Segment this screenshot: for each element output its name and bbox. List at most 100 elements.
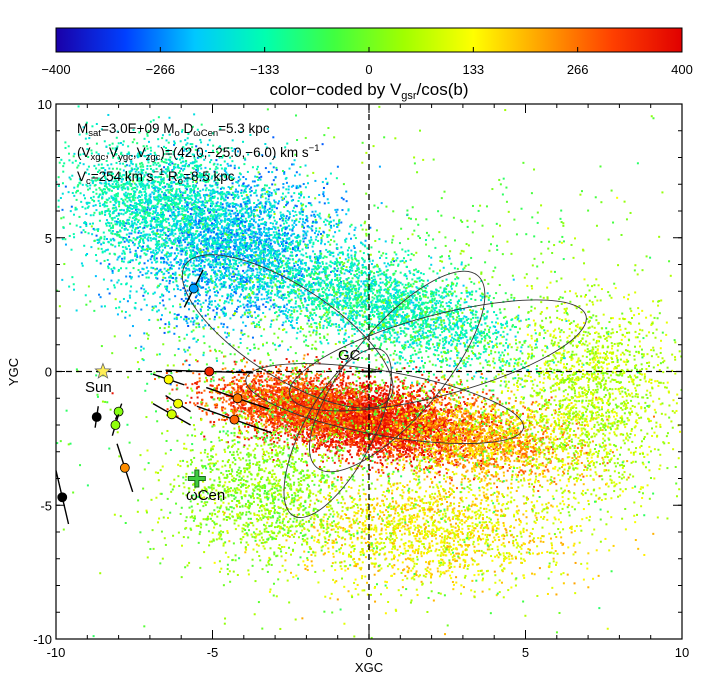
scatter-point xyxy=(298,173,301,176)
scatter-point xyxy=(176,313,179,316)
scatter-point xyxy=(105,219,108,222)
scatter-point xyxy=(194,233,197,236)
scatter-point xyxy=(146,214,149,217)
scatter-point xyxy=(152,204,155,207)
scatter-point xyxy=(160,180,163,183)
scatter-point xyxy=(269,242,272,245)
scatter-point xyxy=(179,227,182,230)
scatter-point xyxy=(178,245,181,248)
scatter-point xyxy=(179,224,182,227)
scatter-point xyxy=(197,227,200,230)
scatter-point xyxy=(295,214,298,217)
scatter-point xyxy=(190,264,193,267)
scatter-point xyxy=(207,239,210,242)
scatter-point xyxy=(163,186,166,189)
scatter-point xyxy=(122,260,125,263)
scatter-point xyxy=(241,207,244,210)
scatter-point xyxy=(117,212,120,215)
scatter-point xyxy=(187,274,190,277)
scatter-point xyxy=(268,271,271,274)
scatter-point xyxy=(234,240,237,243)
scatter-point xyxy=(243,311,246,314)
scatter-point xyxy=(190,254,193,257)
scatter-point xyxy=(186,201,189,204)
scatter-point xyxy=(293,276,296,279)
scatter-point xyxy=(193,252,196,255)
scatter-point xyxy=(79,192,82,195)
scatter-point xyxy=(167,258,170,261)
scatter-point xyxy=(226,196,229,199)
scatter-point xyxy=(284,228,287,231)
scatter-point xyxy=(186,196,189,199)
scatter-point xyxy=(170,267,173,270)
scatter-point xyxy=(113,286,116,289)
scatter-point xyxy=(154,273,157,276)
scatter-point xyxy=(224,261,227,264)
scatter-point xyxy=(118,255,121,258)
scatter-point xyxy=(207,258,210,261)
scatter-point xyxy=(190,252,193,255)
scatter-point xyxy=(71,276,74,279)
scatter-point xyxy=(201,255,204,258)
scatter-point xyxy=(227,164,230,167)
scatter-point xyxy=(299,217,302,220)
scatter-point xyxy=(191,281,194,284)
scatter-point xyxy=(200,214,203,217)
scatter-point xyxy=(192,191,195,194)
scatter-point xyxy=(120,212,123,215)
scatter-point xyxy=(210,193,213,196)
scatter-point xyxy=(202,225,205,228)
scatter-point xyxy=(200,123,203,126)
scatter-point xyxy=(128,164,131,167)
scatter-point xyxy=(258,271,261,274)
scatter-point xyxy=(236,307,239,310)
scatter-point xyxy=(184,297,187,300)
scatter-point xyxy=(229,209,232,212)
scatter-point xyxy=(254,234,257,237)
scatter-point xyxy=(74,159,77,162)
scatter-point xyxy=(225,268,228,271)
scatter-point xyxy=(113,210,116,213)
scatter-point xyxy=(104,210,107,213)
scatter-point xyxy=(244,207,247,210)
scatter-point xyxy=(225,191,228,194)
scatter-point xyxy=(207,305,210,308)
scatter-point xyxy=(182,299,185,302)
scatter-point xyxy=(304,300,307,303)
scatter-point xyxy=(184,260,187,263)
scatter-point xyxy=(204,196,207,199)
scatter-point xyxy=(266,127,269,130)
scatter-point xyxy=(240,191,243,194)
scatter-point xyxy=(246,299,249,302)
scatter-point xyxy=(213,241,216,244)
scatter-point xyxy=(326,198,329,201)
scatter-point xyxy=(204,189,207,192)
scatter-point xyxy=(271,264,274,267)
scatter-point xyxy=(233,198,236,201)
scatter-point xyxy=(173,140,176,143)
scatter-point xyxy=(211,192,214,195)
scatter-point xyxy=(61,238,64,241)
scatter-point xyxy=(156,229,159,232)
scatter-point xyxy=(160,314,163,317)
scatter-point xyxy=(154,238,157,241)
scatter-point xyxy=(237,254,240,257)
scatter-point xyxy=(240,194,243,197)
scatter-point xyxy=(306,246,309,249)
scatter-point xyxy=(147,207,150,210)
scatter-point xyxy=(144,188,147,191)
scatter-point xyxy=(219,288,222,291)
scatter-point xyxy=(334,208,337,211)
scatter-point xyxy=(174,163,177,166)
scatter-point xyxy=(259,178,262,181)
scatter-point xyxy=(173,288,176,291)
scatter-point xyxy=(81,205,84,208)
scatter-point xyxy=(98,211,101,214)
scatter-point xyxy=(85,254,88,257)
scatter-point xyxy=(108,184,111,187)
scatter-point xyxy=(226,162,229,165)
scatter-point xyxy=(285,188,288,191)
scatter-point xyxy=(143,298,146,301)
scatter-point xyxy=(227,334,230,337)
scatter-point xyxy=(224,272,227,275)
